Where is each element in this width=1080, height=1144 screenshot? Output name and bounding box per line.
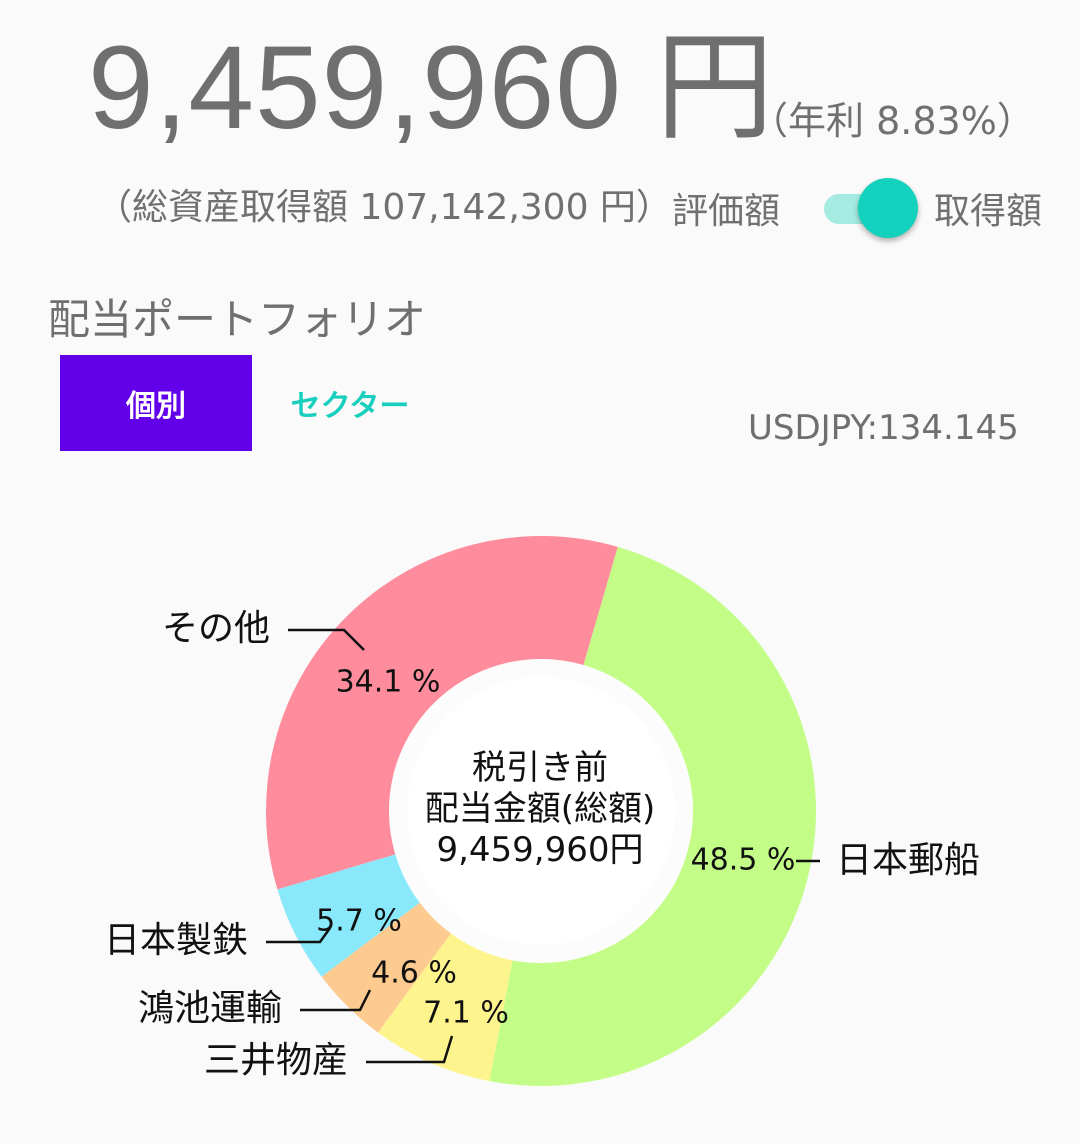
section-title: 配当ポートフォリオ xyxy=(48,295,427,344)
center-label-line-1: 税引き前 xyxy=(472,748,608,788)
leader-line-日本製鉄 xyxy=(266,927,332,944)
fx-rate: USDJPY:134.145 xyxy=(748,408,1019,448)
slice-percent-label: 5.7 % xyxy=(316,904,402,939)
slice-name-label: 日本製鉄 xyxy=(104,920,248,961)
tab-sector[interactable]: セクター xyxy=(290,389,410,424)
leader-line-鴻池運輸 xyxy=(300,989,372,1012)
toggle-thumb[interactable] xyxy=(858,178,918,238)
slice-name-label: 日本郵船 xyxy=(836,840,980,881)
total-dividend-amount: 9,459,960 円 xyxy=(88,22,775,154)
slice-percent-label: 7.1 % xyxy=(423,996,509,1031)
slice-鴻池運輸 xyxy=(321,902,451,1033)
leader-line-三井物産 xyxy=(366,1035,454,1064)
center-label-line-2: 配当金額(総額) xyxy=(424,789,656,829)
acquisition-total: （総資産取得額 107,142,300 円） xyxy=(96,187,672,228)
slice-name-label: 三井物産 xyxy=(204,1040,348,1081)
slice-name-label: その他 xyxy=(162,608,270,649)
slice-percent-label: 48.5 % xyxy=(691,843,796,878)
toggle-label-valuation[interactable]: 評価額 xyxy=(672,191,781,232)
toggle-label-acquisition[interactable]: 取得額 xyxy=(934,191,1043,232)
slice-その他 xyxy=(265,536,618,890)
slice-日本製鉄 xyxy=(277,854,420,977)
slice-三井物産 xyxy=(377,933,513,1082)
annual-yield: （年利 8.83%） xyxy=(750,99,1035,143)
donut-hole xyxy=(407,677,675,945)
slice-name-label: 鴻池運輸 xyxy=(138,988,282,1029)
slice-percent-label: 4.6 % xyxy=(371,956,457,991)
slice-percent-label: 34.1 % xyxy=(336,665,441,700)
leader-line-その他 xyxy=(288,628,365,651)
valuation-acquisition-toggle[interactable] xyxy=(824,178,920,238)
slice-日本郵船 xyxy=(489,546,817,1087)
chart-center-label: 税引き前 配当金額(総額) 9,459,960円 xyxy=(400,748,680,871)
tab-individual[interactable]: 個別 xyxy=(60,355,252,451)
center-label-line-3: 9,459,960円 xyxy=(436,830,644,870)
